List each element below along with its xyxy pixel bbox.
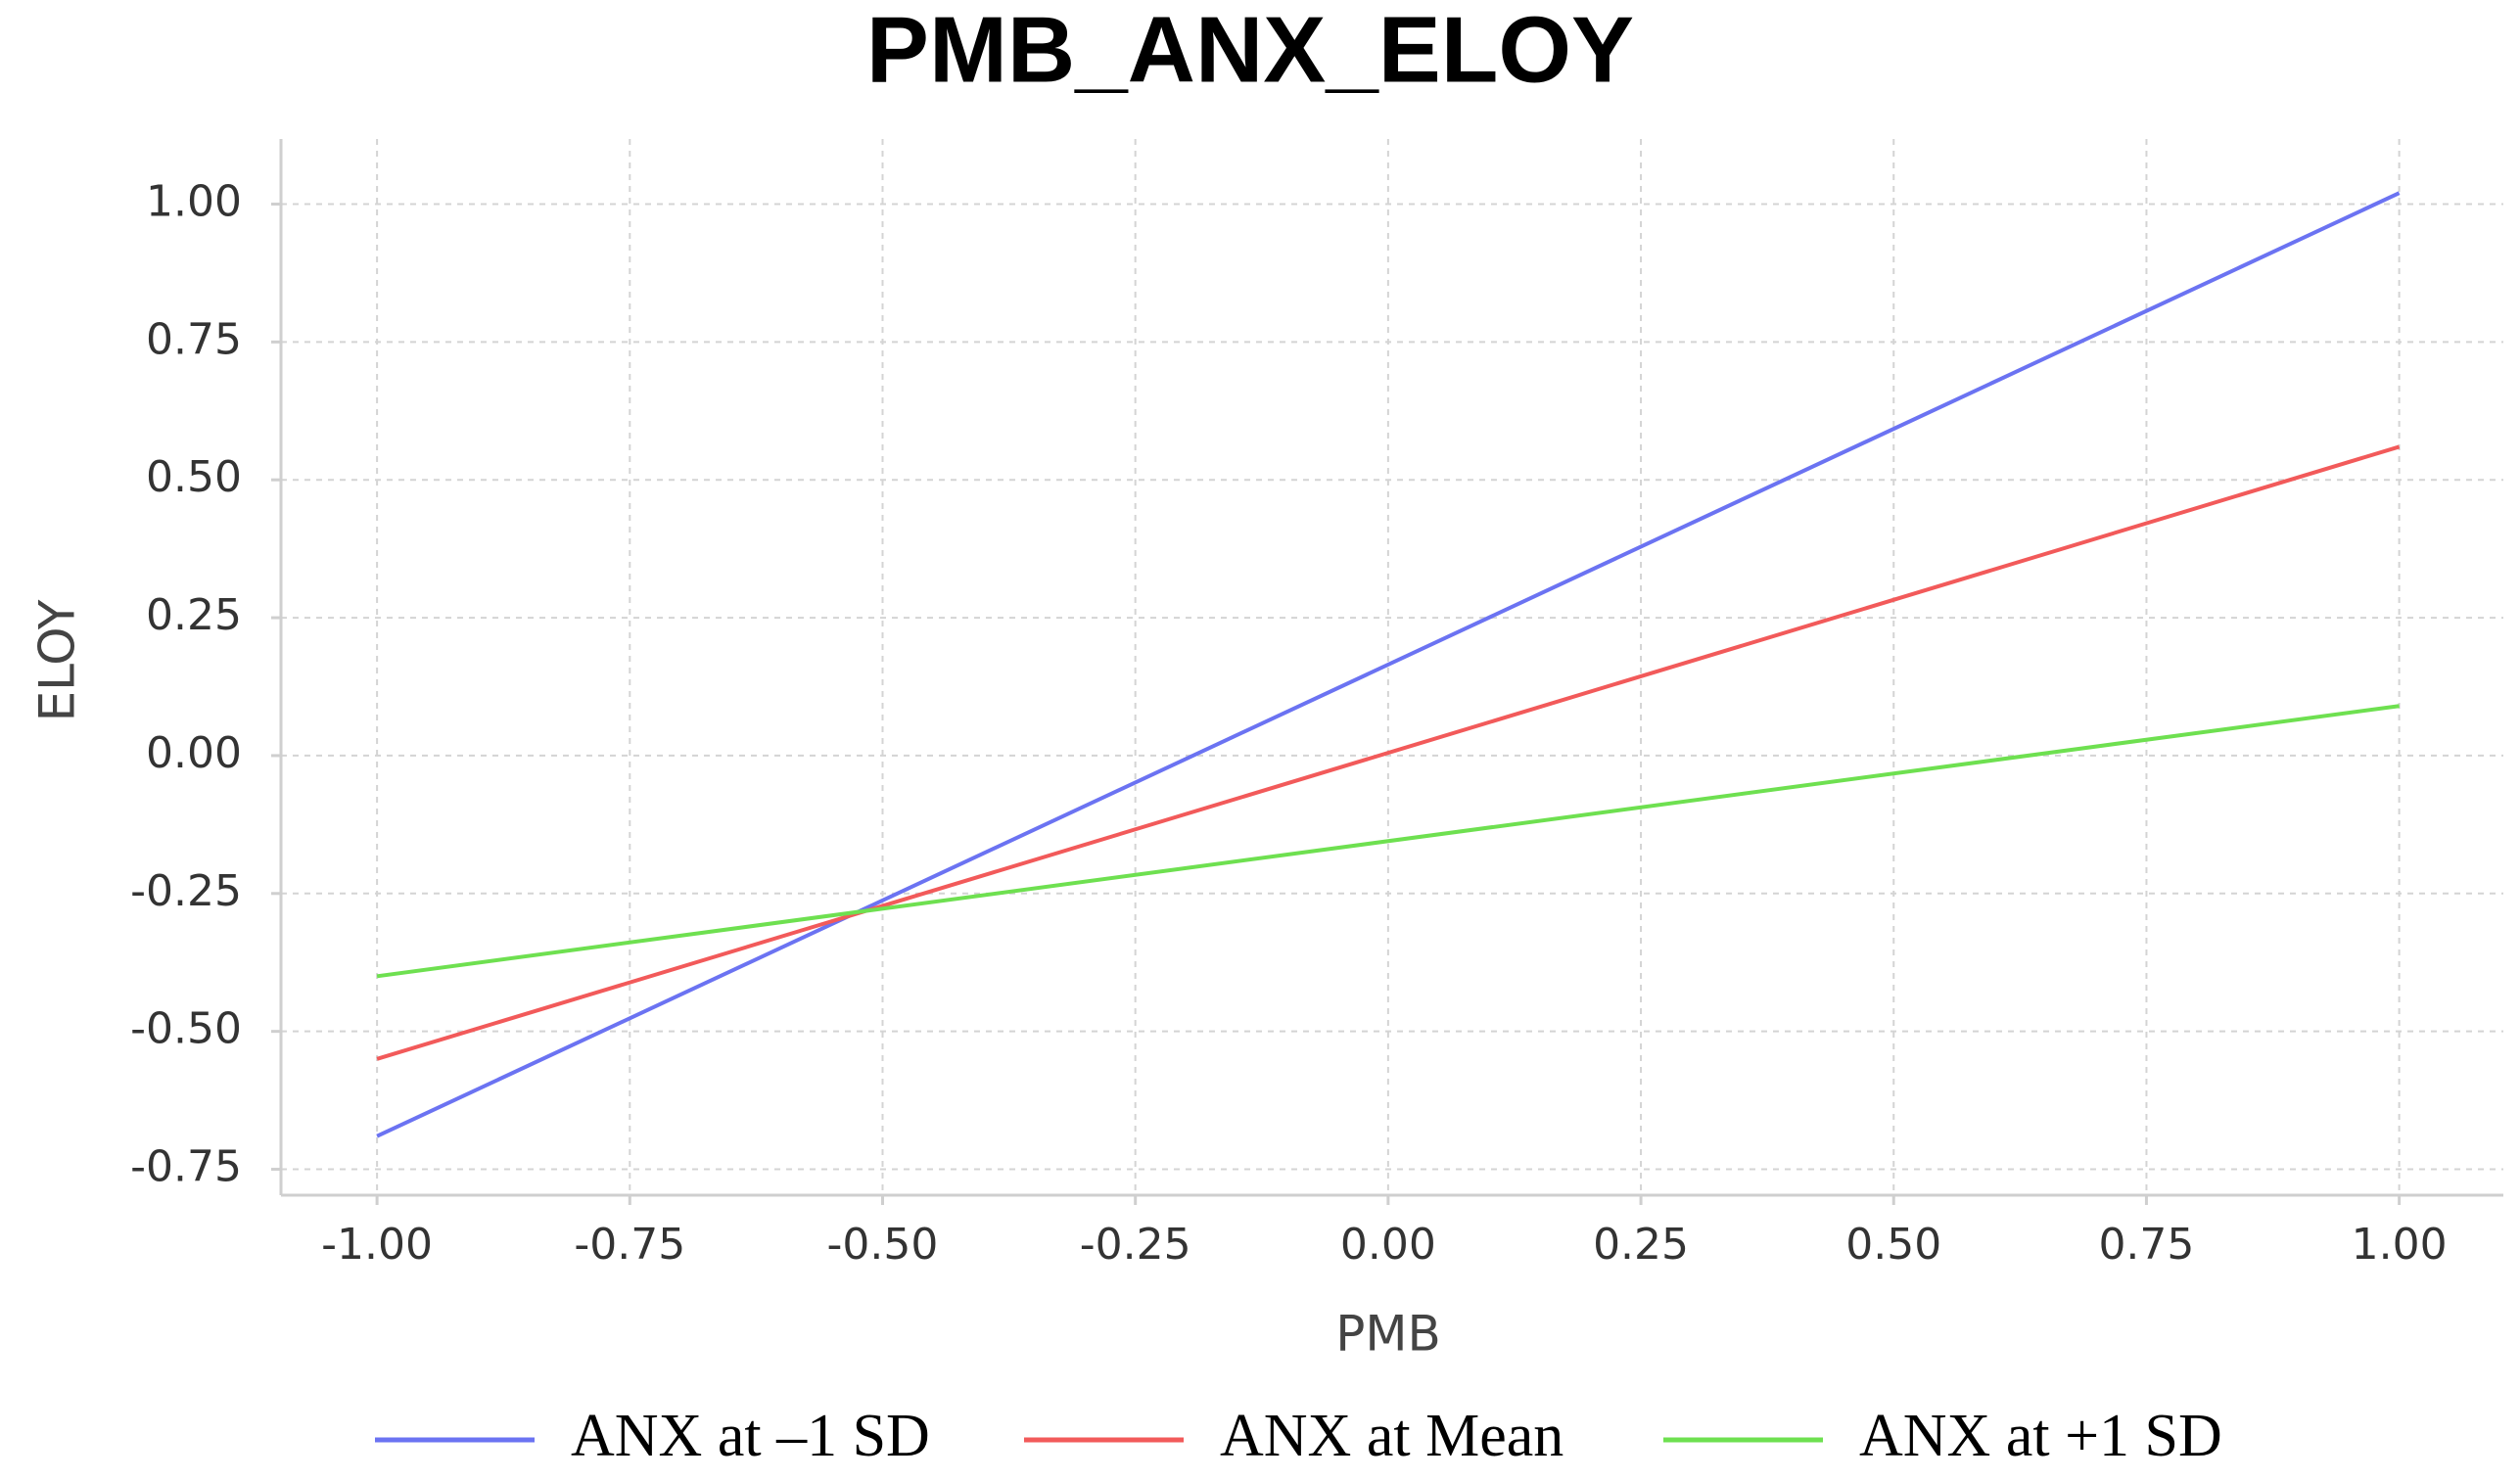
legend-label: ANX at Mean: [1220, 1403, 1563, 1469]
chart-title: PMB_ANX_ELOY: [866, 0, 1634, 102]
y-tick-label: 0.50: [146, 452, 242, 502]
legend-label: ANX at +1 SD: [1859, 1403, 2222, 1469]
x-tick-label: -0.50: [827, 1220, 939, 1270]
x-tick-label: 0.25: [1593, 1220, 1689, 1270]
x-tick-label: -1.00: [321, 1220, 433, 1270]
x-axis-label: PMB: [1335, 1306, 1441, 1363]
y-tick-label: 1.00: [146, 176, 242, 226]
y-tick-label: -0.50: [130, 1004, 242, 1054]
y-axis-label: ELOY: [29, 599, 86, 721]
x-tick-label: 0.50: [1845, 1220, 1941, 1270]
x-tick-label: -0.25: [1080, 1220, 1191, 1270]
x-tick-label: 0.00: [1340, 1220, 1436, 1270]
series-line: [376, 704, 2400, 979]
series-line: [376, 191, 2401, 1138]
y-tick-label: 0.25: [146, 590, 242, 640]
x-tick-label: -0.75: [574, 1220, 685, 1270]
legend-label: ANX at –1 SD: [571, 1403, 930, 1469]
y-tick-label: 0.75: [146, 314, 242, 364]
y-tick-label: -0.25: [130, 866, 242, 916]
y-tick-label: -0.75: [130, 1142, 242, 1192]
x-tick-label: 1.00: [2352, 1220, 2448, 1270]
x-tick-label: 0.75: [2098, 1220, 2194, 1270]
series-line: [376, 444, 2401, 1061]
y-tick-label: 0.00: [146, 728, 242, 778]
